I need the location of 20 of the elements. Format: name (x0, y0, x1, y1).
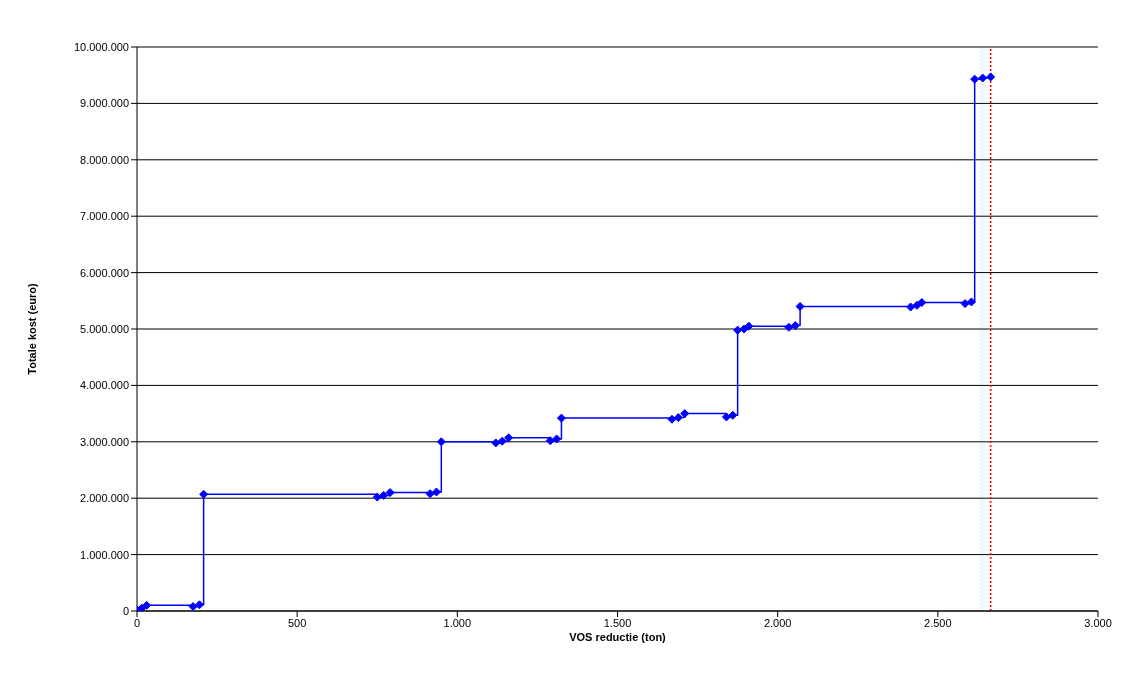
y-tick-label: 4.000.000 (80, 379, 129, 392)
y-tick-label: 6.000.000 (80, 266, 129, 279)
y-tick-label: 8.000.000 (80, 153, 129, 166)
y-tick-label: 5.000.000 (80, 322, 129, 335)
y-tick-label: 0 (122, 604, 129, 617)
y-tick-label: 1.000.000 (80, 548, 129, 561)
x-tick-label: 3.000 (1084, 616, 1112, 629)
y-tick-label: 9.000.000 (80, 97, 129, 110)
x-tick-label: 500 (287, 616, 307, 629)
x-tick-label: 2.000 (763, 616, 792, 629)
y-axis-title: Totale kost (euro) (25, 282, 38, 375)
y-tick-label: 7.000.000 (80, 210, 129, 223)
x-tick-label: 1.500 (603, 616, 632, 629)
x-tick-label: 0 (133, 616, 141, 629)
x-axis-title: VOS reductie (ton) (569, 630, 667, 643)
x-tick-label: 1.000 (443, 616, 472, 629)
x-tick-label: 2.500 (924, 616, 952, 629)
y-tick-label: 2.000.000 (80, 492, 129, 505)
y-tick-label: 3.000.000 (80, 435, 129, 448)
y-tick-label: 10.000.000 (73, 40, 129, 53)
